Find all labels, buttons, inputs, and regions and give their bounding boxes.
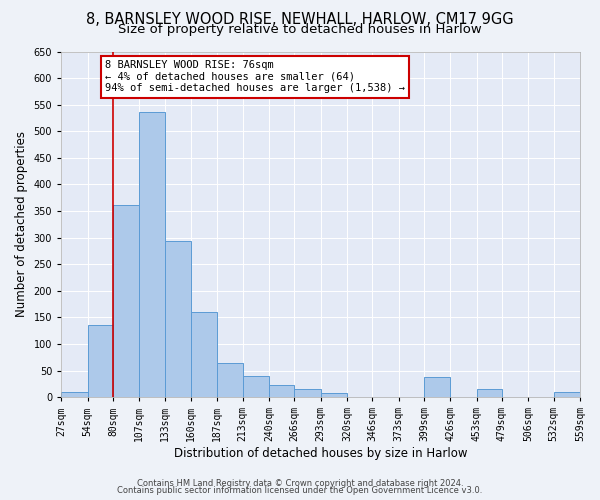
Bar: [88, 326, 113, 397]
Y-axis label: Number of detached properties: Number of detached properties: [15, 132, 28, 318]
Bar: [294, 389, 320, 397]
Bar: [242, 376, 269, 397]
Bar: [164, 242, 191, 397]
Bar: [217, 362, 242, 397]
Bar: [113, 204, 139, 397]
Bar: [269, 386, 294, 397]
Bar: [191, 312, 217, 397]
Bar: [424, 377, 451, 397]
Bar: [554, 392, 580, 397]
Bar: [61, 392, 88, 397]
X-axis label: Distribution of detached houses by size in Harlow: Distribution of detached houses by size …: [174, 447, 467, 460]
Text: Size of property relative to detached houses in Harlow: Size of property relative to detached ho…: [118, 22, 482, 36]
Bar: [476, 389, 502, 397]
Text: Contains HM Land Registry data © Crown copyright and database right 2024.: Contains HM Land Registry data © Crown c…: [137, 478, 463, 488]
Text: 8, BARNSLEY WOOD RISE, NEWHALL, HARLOW, CM17 9GG: 8, BARNSLEY WOOD RISE, NEWHALL, HARLOW, …: [86, 12, 514, 28]
Bar: [320, 393, 347, 397]
Text: 8 BARNSLEY WOOD RISE: 76sqm
← 4% of detached houses are smaller (64)
94% of semi: 8 BARNSLEY WOOD RISE: 76sqm ← 4% of deta…: [106, 60, 406, 94]
Bar: [139, 112, 164, 397]
Text: Contains public sector information licensed under the Open Government Licence v3: Contains public sector information licen…: [118, 486, 482, 495]
